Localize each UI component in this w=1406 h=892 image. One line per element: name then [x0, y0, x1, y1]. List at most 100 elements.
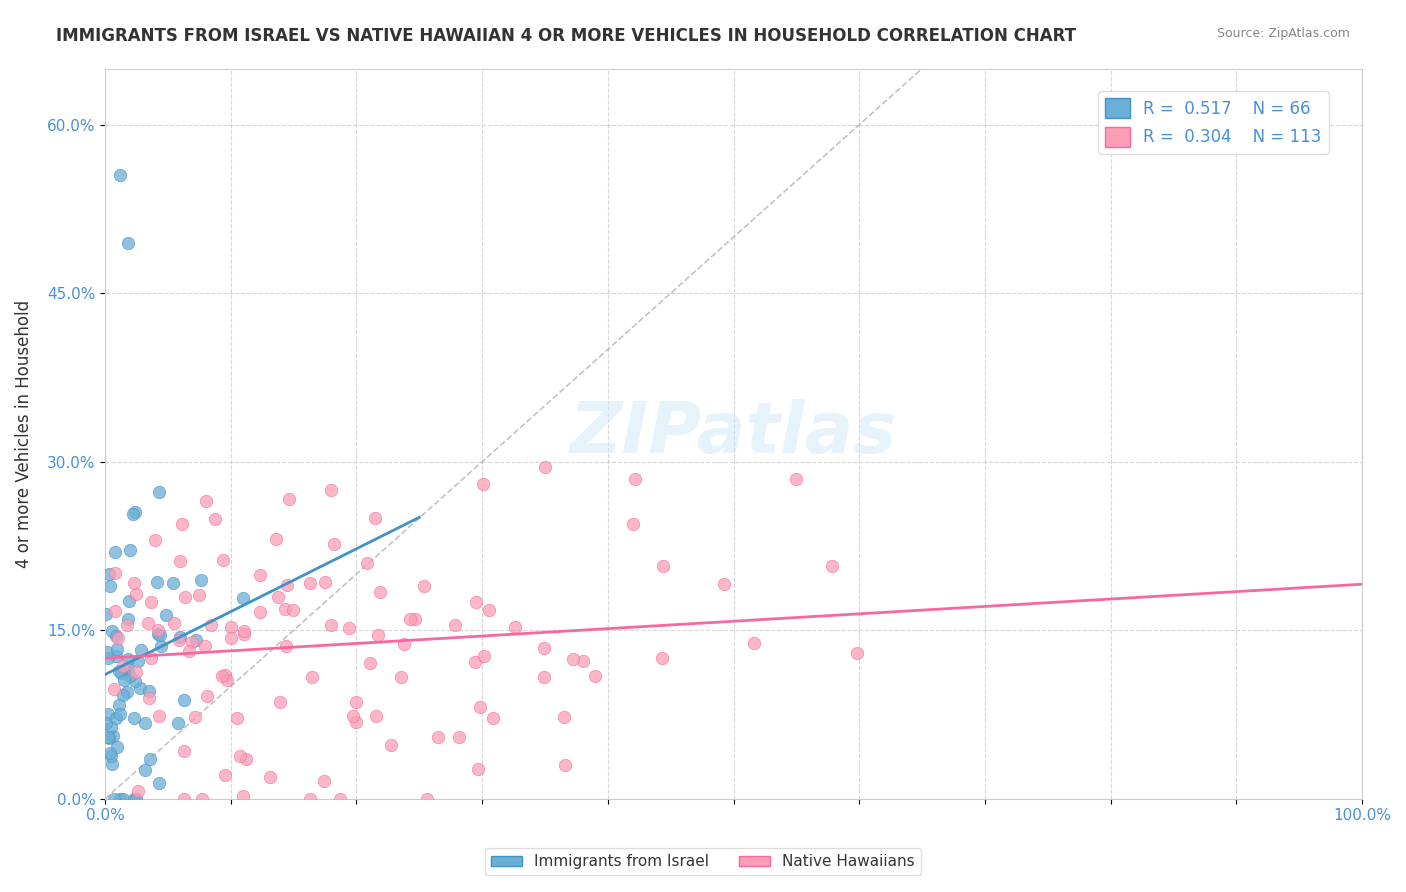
- Point: [167, 716, 190, 731]
- Point: [846, 646, 869, 660]
- Point: [583, 669, 606, 683]
- Point: [155, 608, 177, 623]
- Point: [149, 627, 172, 641]
- Point: [249, 605, 271, 619]
- Point: [125, 665, 148, 679]
- Point: [392, 637, 415, 651]
- Point: [112, 688, 135, 702]
- Point: [169, 630, 191, 644]
- Point: [221, 631, 243, 645]
- Point: [399, 612, 422, 626]
- Point: [125, 587, 148, 601]
- Point: [465, 594, 488, 608]
- Point: [125, 791, 148, 805]
- Point: [117, 235, 139, 250]
- Y-axis label: 4 or more Vehicles in Household: 4 or more Vehicles in Household: [15, 300, 32, 567]
- Point: [112, 673, 135, 687]
- Point: [187, 588, 209, 602]
- Point: [380, 738, 402, 752]
- Point: [167, 632, 190, 647]
- Point: [148, 708, 170, 723]
- Point: [277, 491, 299, 506]
- Point: [233, 624, 256, 639]
- Point: [98, 747, 121, 761]
- Point: [359, 656, 381, 670]
- Point: [404, 612, 426, 626]
- Point: [162, 575, 184, 590]
- Point: [105, 629, 128, 643]
- Point: [621, 516, 644, 531]
- Point: [342, 709, 364, 723]
- Point: [139, 752, 162, 766]
- Point: [184, 633, 207, 648]
- Text: ZIPatlas: ZIPatlas: [569, 399, 897, 468]
- Point: [821, 558, 844, 573]
- Point: [107, 641, 129, 656]
- Point: [110, 666, 132, 681]
- Point: [139, 651, 162, 665]
- Point: [553, 710, 575, 724]
- Point: [118, 543, 141, 558]
- Point: [274, 601, 297, 615]
- Point: [389, 670, 412, 684]
- Point: [101, 757, 124, 772]
- Point: [301, 670, 323, 684]
- Point: [177, 644, 200, 658]
- Point: [122, 791, 145, 805]
- Point: [115, 617, 138, 632]
- Point: [118, 668, 141, 682]
- Legend: R =  0.517    N = 66, R =  0.304    N = 113: R = 0.517 N = 66, R = 0.304 N = 113: [1098, 92, 1329, 153]
- Point: [464, 655, 486, 669]
- Point: [533, 670, 555, 684]
- Point: [104, 648, 127, 663]
- Point: [562, 652, 585, 666]
- Point: [299, 575, 322, 590]
- Point: [170, 517, 193, 532]
- Point: [226, 711, 249, 725]
- Point: [444, 617, 467, 632]
- Point: [356, 556, 378, 570]
- Point: [269, 695, 291, 709]
- Point: [173, 692, 195, 706]
- Point: [427, 730, 450, 744]
- Point: [329, 791, 352, 805]
- Point: [108, 168, 131, 182]
- Point: [124, 674, 146, 689]
- Point: [344, 696, 367, 710]
- Point: [127, 654, 149, 668]
- Point: [267, 591, 290, 605]
- Point: [211, 552, 233, 566]
- Point: [97, 731, 120, 745]
- Point: [190, 573, 212, 587]
- Text: Source: ZipAtlas.com: Source: ZipAtlas.com: [1216, 27, 1350, 40]
- Point: [214, 767, 236, 781]
- Point: [111, 658, 134, 673]
- Point: [337, 621, 360, 635]
- Point: [742, 635, 765, 649]
- Point: [122, 576, 145, 591]
- Point: [312, 774, 335, 789]
- Point: [314, 575, 336, 590]
- Point: [470, 700, 492, 714]
- Text: IMMIGRANTS FROM ISRAEL VS NATIVE HAWAIIAN 4 OR MORE VEHICLES IN HOUSEHOLD CORREL: IMMIGRANTS FROM ISRAEL VS NATIVE HAWAIIA…: [56, 27, 1076, 45]
- Point: [173, 744, 195, 758]
- Point: [204, 511, 226, 525]
- Point: [96, 607, 118, 622]
- Point: [533, 640, 555, 655]
- Point: [148, 484, 170, 499]
- Point: [94, 715, 117, 730]
- Point: [368, 585, 391, 599]
- Point: [96, 644, 118, 658]
- Point: [472, 477, 495, 491]
- Point: [412, 579, 434, 593]
- Point: [101, 624, 124, 639]
- Point: [323, 536, 346, 550]
- Point: [139, 595, 162, 609]
- Point: [624, 472, 647, 486]
- Point: [136, 616, 159, 631]
- Point: [163, 615, 186, 630]
- Point: [97, 707, 120, 722]
- Point: [190, 791, 212, 805]
- Point: [467, 762, 489, 776]
- Point: [200, 618, 222, 632]
